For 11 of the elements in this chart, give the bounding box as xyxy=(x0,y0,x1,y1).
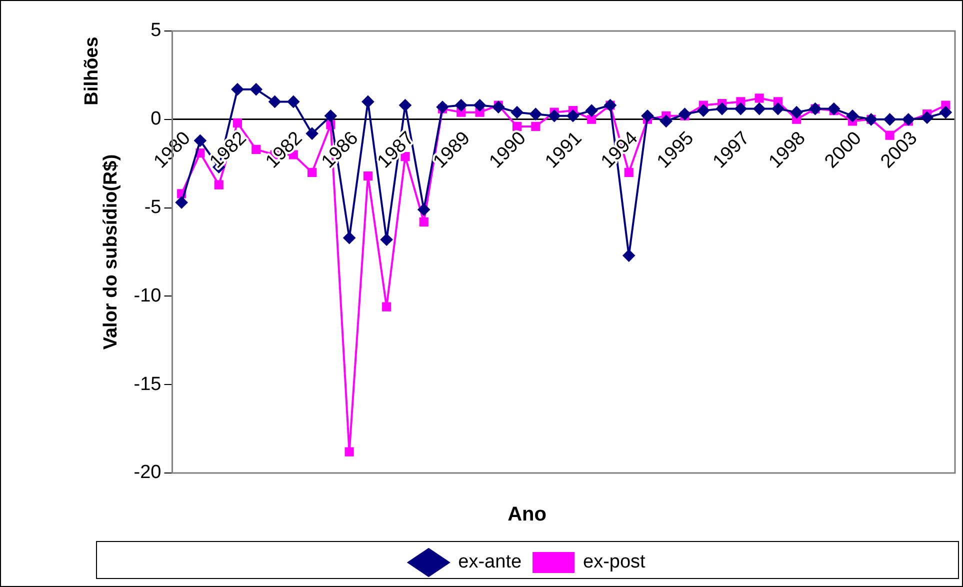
x-axis-title: Ano xyxy=(508,504,546,526)
y-tick-label: -15 xyxy=(134,374,162,395)
y-tick-label: -10 xyxy=(134,285,162,306)
legend-label: ex-ante xyxy=(458,552,522,573)
text: Bilhões xyxy=(81,36,102,106)
legend-label: ex-post xyxy=(583,552,646,573)
y-tick-label: 0 xyxy=(150,108,162,130)
y-tick-label: -5 xyxy=(144,197,162,218)
y-tick-label: 5 xyxy=(150,20,162,42)
y-axis-title: Valor do subsídio(R$) xyxy=(100,154,122,350)
y-tick-label: -20 xyxy=(134,462,162,484)
